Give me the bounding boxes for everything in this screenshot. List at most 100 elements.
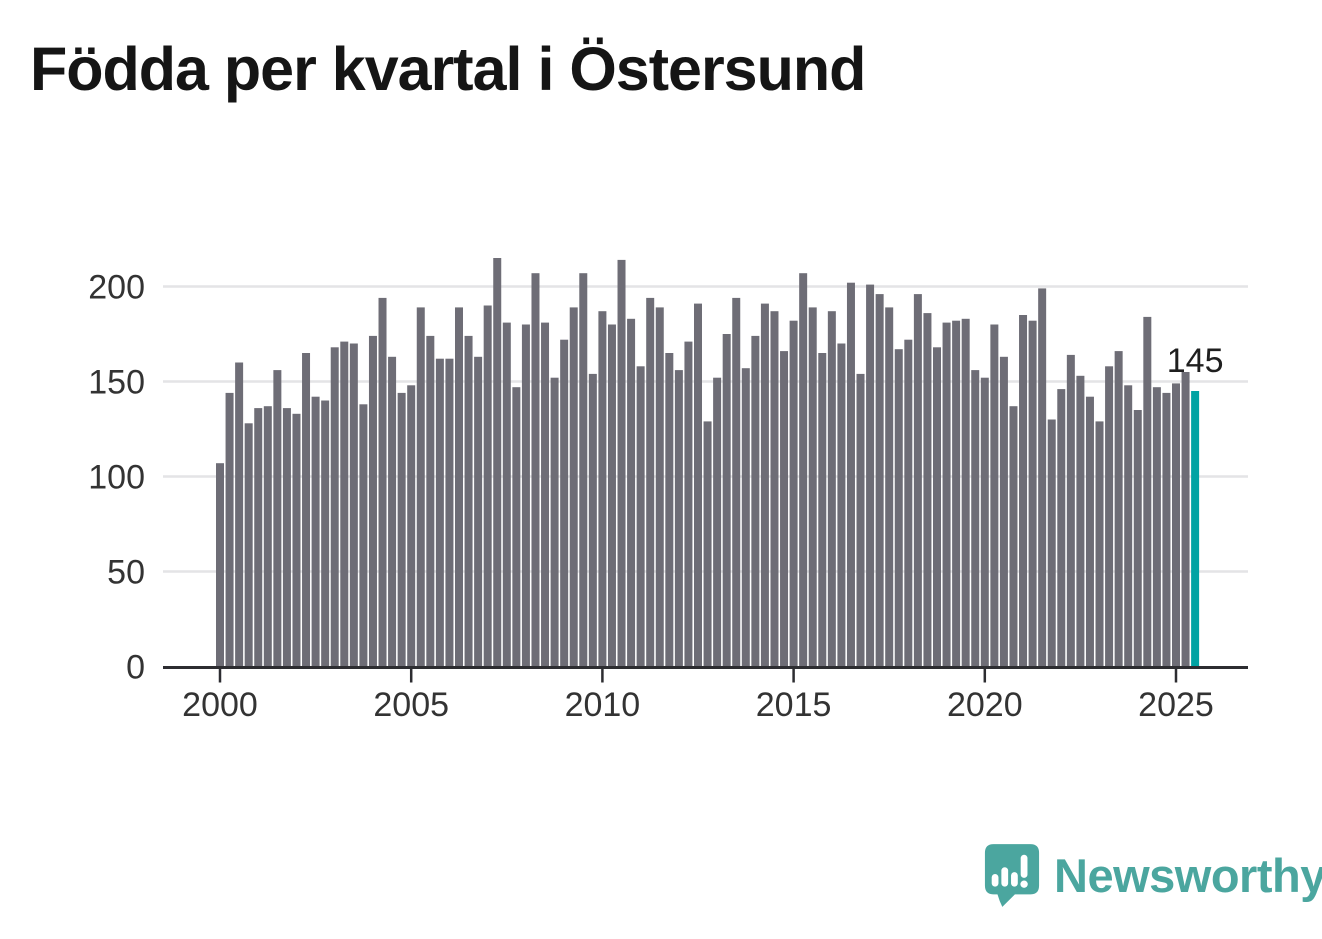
bar: [455, 307, 463, 667]
bar: [770, 311, 779, 667]
bar: [531, 273, 540, 667]
bar: [521, 324, 530, 667]
logo-bar-1: [991, 874, 999, 887]
bar: [359, 404, 368, 667]
x-tick-label: 2005: [373, 686, 449, 724]
bar: [1085, 396, 1094, 667]
bar: [827, 311, 836, 667]
bar: [550, 377, 559, 667]
x-tick-label: 2025: [1138, 686, 1214, 724]
bar: [923, 313, 932, 667]
bar: [1095, 421, 1104, 667]
bar: [321, 400, 330, 667]
bar: [378, 297, 387, 667]
bar: [1172, 383, 1180, 667]
bar: [1019, 315, 1028, 667]
bar: [1114, 351, 1123, 667]
bar: [913, 294, 922, 667]
bar: [942, 322, 951, 667]
bar: [1038, 288, 1047, 667]
bar: [225, 392, 234, 667]
logo-exclamation-dot: [1020, 880, 1028, 888]
bar: [493, 258, 502, 667]
bar: [655, 307, 664, 667]
bar: [1105, 366, 1114, 667]
bar: [273, 370, 282, 667]
logo-bar-3: [1011, 872, 1018, 887]
bar: [780, 351, 789, 667]
bar: [1133, 410, 1142, 667]
newsworthy-brand: Newsworthy: [983, 840, 1322, 910]
bar: [560, 339, 569, 667]
bar: [980, 377, 989, 667]
bar: [1028, 320, 1037, 667]
bar: [1009, 406, 1018, 667]
bar: [445, 358, 454, 667]
bar: [713, 377, 722, 667]
bar: [1152, 387, 1161, 667]
bar: [244, 423, 253, 667]
bar: [340, 341, 349, 667]
y-tick-label: 0: [126, 649, 145, 687]
bar: [579, 273, 588, 667]
bar: [1181, 372, 1190, 667]
bar: [435, 358, 444, 667]
y-tick-label: 50: [107, 554, 145, 592]
bar: [961, 318, 970, 667]
bar: [885, 307, 894, 667]
bar: [971, 370, 980, 667]
bar: [866, 284, 875, 667]
bar: [760, 303, 769, 667]
bar: [741, 368, 750, 667]
bar: [302, 353, 311, 667]
bar: [416, 307, 425, 667]
bar: [588, 373, 597, 667]
brand-name-label: Newsworthy: [1054, 848, 1322, 902]
bar: [646, 297, 655, 667]
bar: [263, 406, 272, 667]
bar: [474, 356, 483, 667]
chart-title: Födda per kvartal i Östersund: [30, 35, 866, 103]
bar: [426, 335, 435, 667]
bar: [483, 305, 492, 667]
bar: [665, 353, 674, 667]
newsworthy-logo-icon: [984, 844, 1040, 907]
bar: [388, 356, 397, 667]
bar: [311, 396, 320, 667]
bar: [674, 370, 683, 667]
x-tick-label: 2015: [756, 686, 832, 724]
bar: [684, 341, 693, 667]
bar: [799, 273, 808, 667]
bar: [1124, 385, 1133, 667]
y-tick-label: 200: [88, 269, 145, 307]
bar: [732, 297, 741, 667]
logo-bar-2: [1001, 867, 1009, 887]
bar: [598, 311, 607, 667]
bar: [464, 335, 473, 667]
bar: [722, 334, 731, 667]
bar: [1143, 316, 1152, 667]
bar: [607, 324, 616, 667]
y-tick-label: 100: [88, 459, 145, 497]
bar: [330, 347, 339, 667]
bar: [407, 385, 416, 667]
bar: [235, 362, 244, 667]
bar: [694, 303, 702, 667]
bar: [808, 307, 817, 667]
bar: [627, 318, 636, 667]
bar: [818, 353, 827, 667]
bar: [837, 343, 846, 667]
x-tick-label: 2020: [947, 686, 1023, 724]
bar: [990, 324, 999, 667]
x-tick-label: 2010: [565, 686, 641, 724]
bar: [904, 339, 913, 667]
bar: [397, 392, 406, 667]
bar: [789, 320, 798, 667]
bar: [254, 408, 263, 667]
bar: [636, 366, 645, 667]
latest-value-label: 145: [1167, 342, 1224, 380]
bar: [1047, 419, 1056, 667]
bar: [846, 282, 855, 667]
